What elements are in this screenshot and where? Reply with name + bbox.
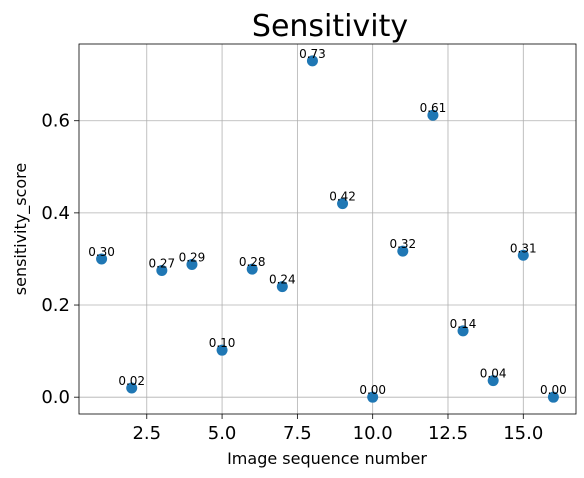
plot-frame (78, 43, 577, 415)
data-label: 0.42 (329, 190, 356, 204)
data-point (337, 198, 349, 210)
data-label: 0.28 (239, 255, 266, 269)
data-label: 0.32 (389, 237, 416, 251)
axis-ticks: 2.5 5.0 7.5 10.0 12.5 15.0 0.0 0.2 0.4 0.6 (41, 111, 543, 444)
data-point (276, 281, 288, 293)
y-tick: 0.0 (41, 387, 79, 408)
x-tick: 5.0 (208, 414, 237, 444)
x-tick-label: 2.5 (132, 423, 161, 444)
y-tick-label: 0.4 (41, 203, 70, 224)
y-tick: 0.4 (41, 203, 79, 224)
x-tick-label: 7.5 (283, 423, 312, 444)
y-tick-label: 0.6 (41, 111, 70, 132)
data-point (367, 391, 379, 403)
data-label: 0.27 (148, 256, 175, 270)
data-point (216, 344, 228, 356)
grid (79, 44, 576, 414)
data-point (156, 264, 168, 276)
data-label: 0.04 (480, 367, 507, 381)
data-point (547, 391, 559, 403)
data-point (96, 253, 108, 265)
data-point (397, 245, 409, 257)
data-point (457, 325, 469, 337)
data-point (306, 55, 318, 67)
data-point (427, 109, 439, 121)
data-label: 0.00 (540, 383, 567, 397)
data-label: 0.00 (359, 383, 386, 397)
x-tick: 10.0 (353, 414, 393, 444)
x-tick: 2.5 (132, 414, 161, 444)
y-tick-label: 0.0 (41, 387, 70, 408)
data-label: 0.61 (420, 101, 447, 115)
data-point (517, 249, 529, 261)
x-tick: 7.5 (283, 414, 312, 444)
data-label: 0.73 (299, 47, 326, 61)
data-labels: 0.30 0.02 0.27 0.29 0.10 0.280.24 0.73 0.42 0.00… (88, 47, 567, 397)
x-tick: 15.0 (503, 414, 543, 444)
x-tick-label: 12.5 (428, 423, 468, 444)
x-tick-label: 15.0 (503, 423, 543, 444)
x-tick-label: 5.0 (208, 423, 237, 444)
data-point (126, 382, 138, 394)
x-tick: 12.5 (428, 414, 468, 444)
y-tick: 0.6 (41, 111, 79, 132)
data-label: 0.29 (179, 250, 206, 264)
data-point (246, 263, 258, 275)
data-point (186, 258, 198, 270)
data-label: 0.14 (450, 317, 477, 331)
data-label: 0.31 (510, 241, 537, 255)
y-axis-label: sensitivity_score (11, 163, 31, 295)
data-label: 0.24 (269, 273, 296, 287)
x-tick-label: 10.0 (353, 423, 393, 444)
chart-title: Sensitivity (252, 9, 408, 44)
data-label: 0.02 (118, 374, 145, 388)
x-axis-label: Image sequence number (227, 449, 427, 468)
y-tick: 0.2 (41, 295, 79, 316)
data-points (96, 55, 559, 403)
data-label: 0.10 (209, 336, 236, 350)
y-tick-label: 0.2 (41, 295, 70, 316)
data-label: 0.30 (88, 245, 115, 259)
data-point (487, 375, 499, 387)
